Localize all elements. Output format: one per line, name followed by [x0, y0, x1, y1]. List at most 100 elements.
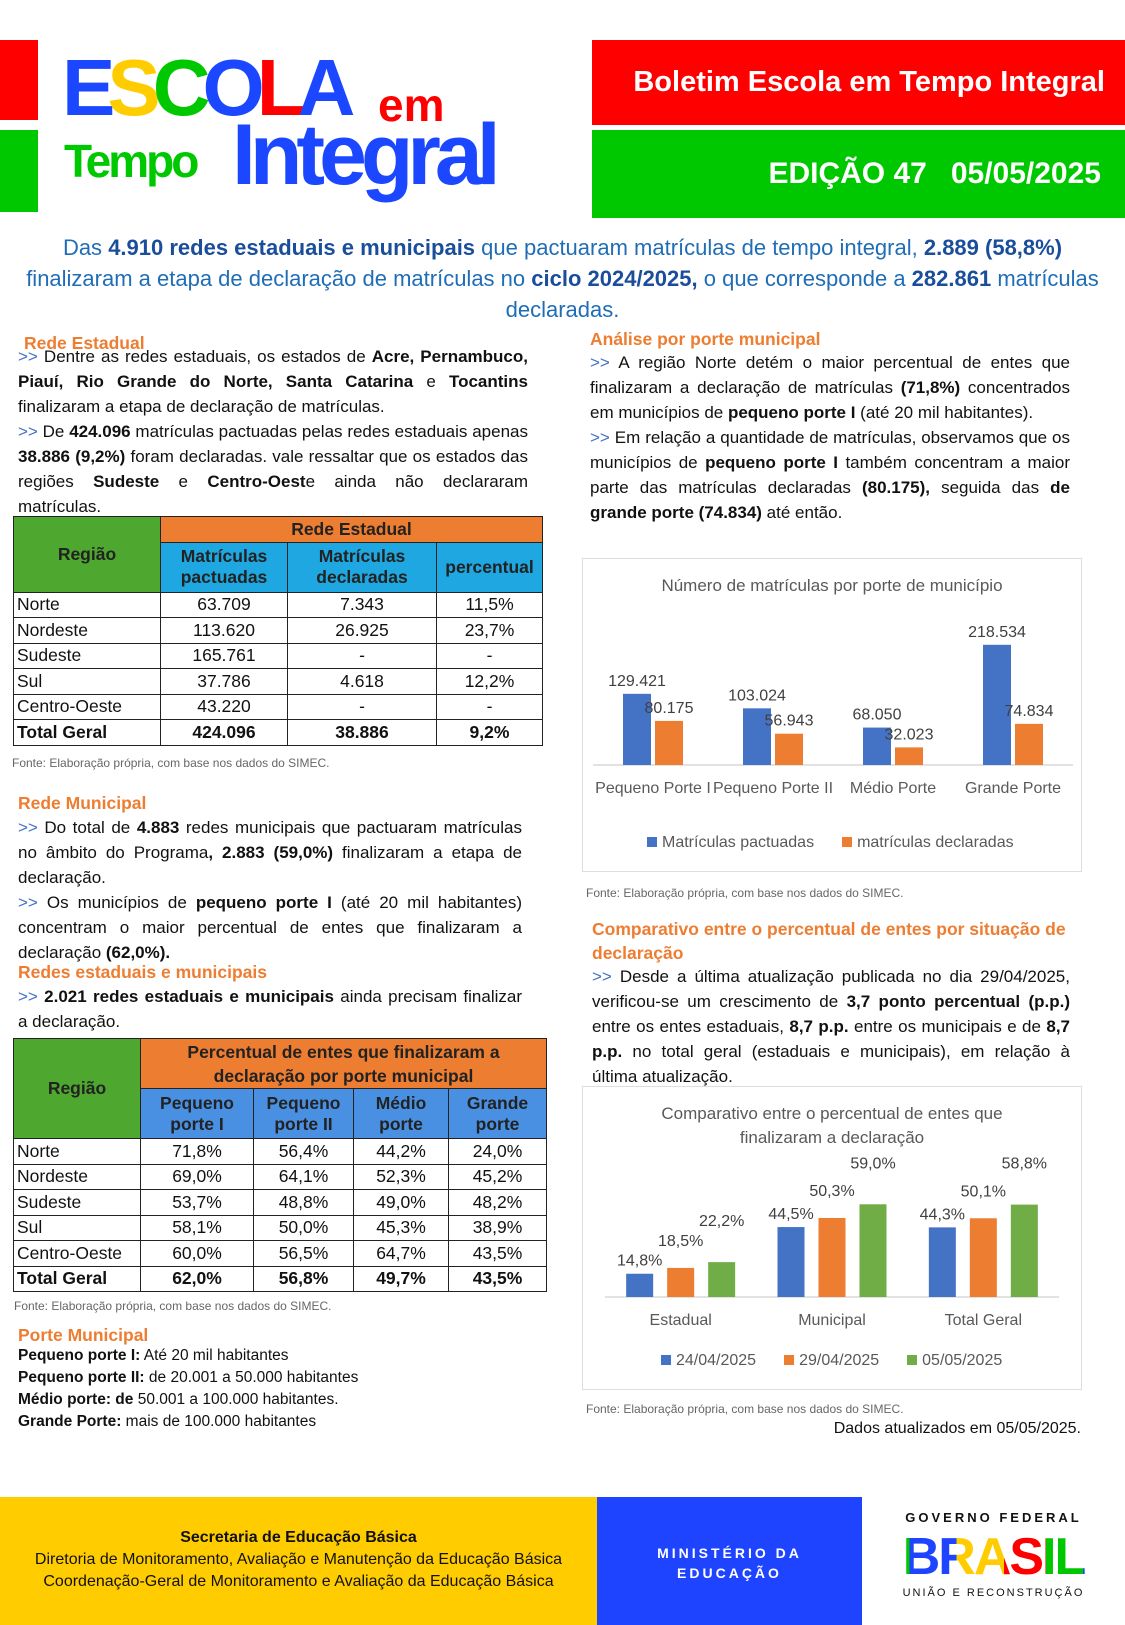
source-note: Fonte: Elaboração própria, com base nos …	[14, 1299, 332, 1313]
value-cell: 49,0%	[353, 1189, 449, 1216]
bar-05-05-2025	[859, 1204, 887, 1297]
chart-matriculas-porte: Número de matrículas por porte de municí…	[582, 558, 1082, 872]
emphasis-text: pequeno porte I	[705, 453, 839, 472]
value-cell: 37.786	[160, 668, 288, 695]
col-header: Pequeno porte I	[140, 1088, 254, 1139]
bar-24-04-2025	[928, 1227, 956, 1297]
emphasis-text: Tocantins	[448, 372, 528, 391]
region-cell: Centro-Oeste	[13, 1240, 141, 1267]
col-header-region: Região	[13, 1038, 141, 1139]
text-segment: matrículas declaradas.	[505, 266, 1099, 322]
text-segment: no total geral (estaduais e municipais),…	[592, 1042, 1070, 1086]
data-label: 58,8%	[1002, 1156, 1047, 1173]
text-segment: De	[42, 422, 70, 441]
legend-swatch	[907, 1355, 918, 1365]
paragraph: >> De 424.096 matrículas pactuadas pelas…	[18, 419, 528, 519]
text-segment: Dentre as redes estaduais, os estados de	[43, 347, 372, 366]
value-cell: 63.709	[160, 591, 288, 618]
porte-label: Grande Porte:	[18, 1413, 122, 1430]
text-segment: Em relação a quantidade de matrículas, o…	[590, 428, 1070, 472]
porte-definitions: Pequeno porte I: Até 20 mil habitantes Pe…	[18, 1345, 358, 1433]
table-row: Nordeste 113.620 26.925 23,7%	[13, 617, 543, 644]
porte-item: Grande Porte: mais de 100.000 habitantes	[18, 1411, 358, 1433]
table-row: Sul 37.786 4.618 12,2%	[13, 668, 543, 695]
region-cell: Nordeste	[13, 617, 161, 644]
table-row: Sul 58,1% 50,0% 45,3% 38,9%	[13, 1214, 547, 1241]
emphasis-text: Centro-Oest	[207, 472, 306, 491]
value-cell: 113.620	[160, 617, 288, 644]
region-cell: Norte	[13, 591, 161, 618]
value-cell: 48,8%	[253, 1189, 354, 1216]
bar-29-04-2025	[667, 1267, 695, 1297]
rede-estadual-text: >> Dentre as redes estaduais, os estados…	[18, 344, 528, 519]
value-cell: -	[287, 693, 437, 720]
chart-plot: Pequeno Porte I 129.421 80.175 Pequeno Port…	[593, 624, 1073, 797]
heading-analise-porte: Análise por porte municipal	[590, 329, 821, 349]
value-cell: 165.761	[160, 642, 288, 669]
category-label: Pequeno Porte I	[595, 780, 711, 797]
footer-org: Secretaria de Educação Básica	[180, 1529, 417, 1546]
value-cell: 56,4%	[253, 1138, 354, 1165]
table-row: Total Geral 424.096 38.886 9,2%	[13, 719, 543, 746]
data-label: 44,5%	[768, 1206, 813, 1223]
bar-05-05-2025	[1010, 1204, 1038, 1297]
footer-secretaria: Secretaria de Educação Básica Diretoria …	[0, 1497, 597, 1625]
porte-item: Pequeno porte II: de 20.001 a 50.000 hab…	[18, 1367, 358, 1389]
bulletin-title: Boletim Escola em Tempo Integral	[592, 40, 1125, 125]
legend-label: 29/04/2025	[799, 1352, 880, 1369]
heading-comparativo: Comparativo entre o percentual de entes …	[592, 919, 1066, 963]
value-cell: 56,8%	[253, 1265, 354, 1292]
bar-29-04-2025	[969, 1218, 997, 1297]
paragraph: >> Os municípios de pequeno porte I (até…	[18, 890, 522, 965]
col-header-region: Região	[13, 516, 161, 593]
table-row: Total Geral 62,0% 56,8% 49,7% 43,5%	[13, 1265, 547, 1292]
group-header: Rede Estadual	[160, 516, 543, 543]
value-cell: 4.618	[287, 668, 437, 695]
logo-em: em	[378, 79, 445, 131]
edition-banner: EDIÇÃO 47 05/05/2025	[592, 130, 1125, 218]
text-segment: e	[413, 372, 449, 391]
arrow-marker: >>	[590, 428, 615, 447]
logo-integral: Integral	[232, 107, 501, 203]
legend-label: Matrículas pactuadas	[662, 834, 815, 851]
porte-label: Médio porte: de	[18, 1391, 134, 1408]
table-row: Norte 71,8% 56,4% 44,2% 24,0%	[13, 1138, 547, 1165]
category-label: Grande Porte	[965, 780, 1061, 797]
data-label: 22,2%	[699, 1213, 744, 1230]
emphasis-text: 38.886 (9,2%)	[18, 447, 126, 466]
chart-comparativo: Comparativo entre o percentual de entes …	[582, 1086, 1082, 1390]
text-segment: entre os municipais e de	[848, 1017, 1047, 1036]
data-label: 74.834	[1005, 703, 1054, 720]
value-cell: 424.096	[160, 719, 288, 746]
legend-item: matrículas declaradas	[842, 834, 1014, 852]
category-label: Estadual	[650, 1312, 712, 1329]
value-cell: 50,0%	[253, 1214, 354, 1241]
text-segment: entre os entes estaduais,	[592, 1017, 790, 1036]
porte-value: mais de 100.000 habitantes	[121, 1413, 317, 1430]
chart-legend: 24/04/2025 29/04/2025 05/05/2025	[661, 1352, 1002, 1370]
group-header: Percentual de entes que finalizaram a de…	[140, 1038, 547, 1089]
legend-label: matrículas declaradas	[857, 834, 1014, 851]
value-cell: 38,9%	[448, 1214, 547, 1241]
table-row: Sudeste 53,7% 48,8% 49,0% 48,2%	[13, 1189, 547, 1216]
text-segment: redes municipais que pactuaram matrícula…	[18, 818, 522, 862]
arrow-marker: >>	[18, 422, 43, 441]
gov-slogan: UNIÃO E RECONSTRUÇÃO	[902, 1587, 1085, 1599]
ministry-line1: MINISTÉRIO DA	[657, 1545, 802, 1561]
bar-24-04-2025	[626, 1273, 654, 1297]
text-segment: também concentram a maior parte das matr…	[590, 453, 1070, 497]
comparativo-text: >> Desde a última atualização publicada …	[592, 964, 1070, 1089]
col-header: Grande porte	[448, 1088, 547, 1139]
region-cell: Centro-Oeste	[13, 693, 161, 720]
text-segment: e	[159, 472, 208, 491]
text-segment: matrículas pactuadas pelas redes estadua…	[130, 422, 528, 441]
porte-value: de 20.001 a 50.000 habitantes	[144, 1369, 359, 1386]
table-row: Centro-Oeste 43.220- -	[13, 693, 543, 720]
data-label: 80.175	[645, 700, 694, 717]
emphasis-text: pequeno porte I	[727, 403, 856, 422]
bar-05-05-2025	[708, 1262, 736, 1297]
data-label: 18,5%	[658, 1233, 703, 1250]
category-label: Pequeno Porte II	[713, 780, 833, 797]
logo-tempo: Tempo	[64, 135, 199, 187]
value-cell: 60,0%	[140, 1240, 254, 1267]
